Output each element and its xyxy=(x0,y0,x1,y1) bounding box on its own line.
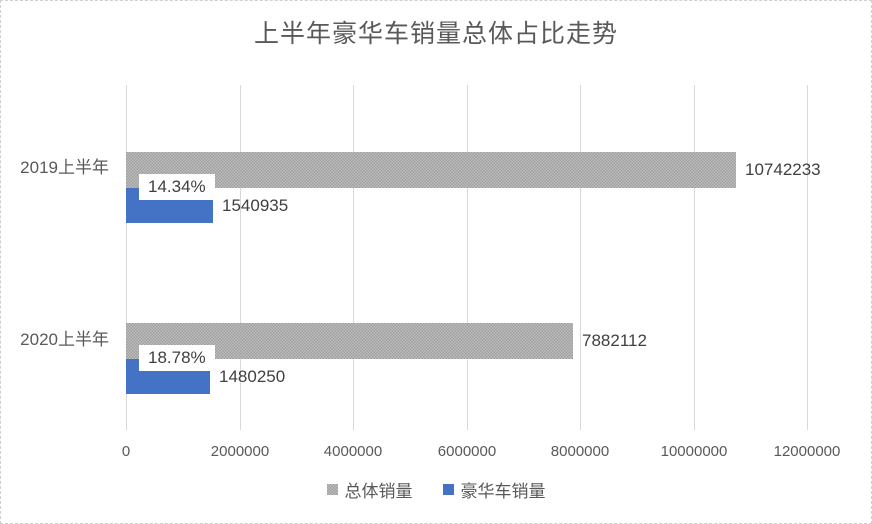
x-axis-tick-label: 12000000 xyxy=(773,443,841,460)
legend-swatch-luxury-sales xyxy=(442,484,454,495)
category-label-2019上半年: 2019上半年 xyxy=(20,158,109,177)
percent-callout-2020上半年: 18.78% xyxy=(139,345,215,371)
total-sales-bar-2019上半年 xyxy=(126,152,736,188)
gridline xyxy=(353,85,354,430)
gridline xyxy=(580,85,581,430)
total-sales-value-label-2020上半年: 7882112 xyxy=(582,331,647,350)
x-axis-tick-label: 8000000 xyxy=(550,443,610,460)
legend-label-total-sales: 总体销量 xyxy=(344,482,413,501)
luxury-sales-value-label-2020上半年: 1480250 xyxy=(219,366,286,386)
legend-swatch-total-sales xyxy=(326,484,338,495)
chart-title: 上半年豪华车销量总体占比走势 xyxy=(253,20,618,48)
total-sales-value-label-2019上半年: 10742233 xyxy=(745,160,821,179)
x-axis-tick-label: 6000000 xyxy=(437,443,497,460)
plot-area: 10742233 1540935 14.34% 7882112 1480250 18.78… xyxy=(126,85,821,430)
category-label-2020上半年: 2020上半年 xyxy=(20,330,109,349)
gridline xyxy=(807,85,808,430)
gridline xyxy=(467,85,468,430)
percent-callout-2019上半年: 14.34% xyxy=(139,174,215,200)
luxury-sales-value-label-2019上半年: 1540935 xyxy=(222,195,289,215)
gridline xyxy=(126,85,127,430)
gridline xyxy=(240,85,241,430)
gridline xyxy=(694,85,695,430)
x-axis-tick-label: 10000000 xyxy=(660,443,728,460)
legend: 总体销量 豪华车销量 xyxy=(1,477,871,502)
legend-label-luxury-sales: 豪华车销量 xyxy=(460,482,546,501)
x-axis-tick-label: 4000000 xyxy=(323,443,383,460)
x-axis-tick-label: 2000000 xyxy=(210,443,270,460)
x-axis-tick-label: 0 xyxy=(121,443,131,460)
legend-item-total-sales: 总体销量 xyxy=(326,477,413,502)
legend-item-luxury-sales: 豪华车销量 xyxy=(442,477,546,502)
